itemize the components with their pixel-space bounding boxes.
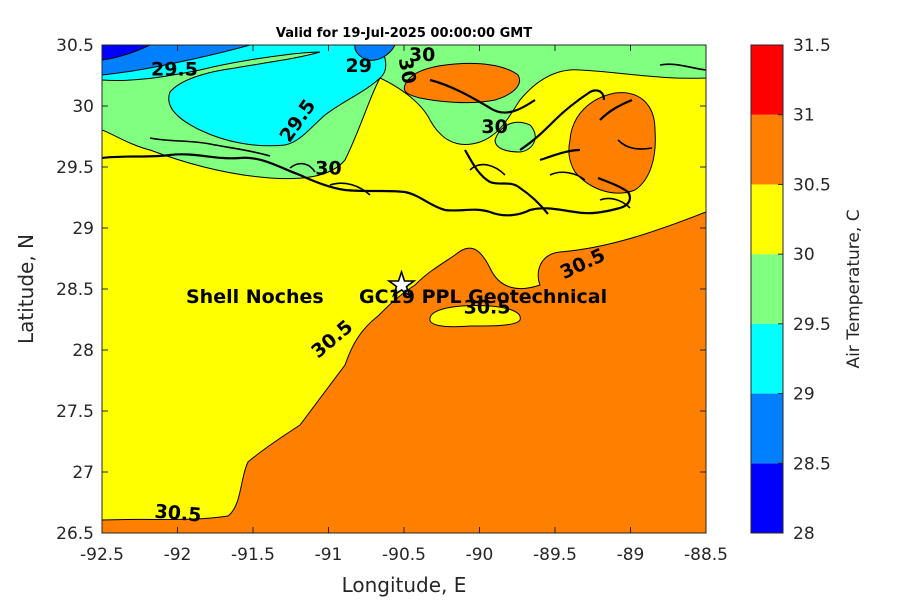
band-29_5-lobe xyxy=(494,121,536,153)
colorbar-band xyxy=(751,114,783,185)
colorbar-ticks: 31.5 31 30.5 30 29.5 29 28.5 28 xyxy=(778,36,831,544)
x-tick-label: -92 xyxy=(164,545,192,565)
contour-label: 30 xyxy=(315,157,341,179)
y-tick-label: 30.5 xyxy=(56,36,94,56)
colorbar xyxy=(751,45,783,533)
band-28_5-patch xyxy=(354,45,396,61)
colorbar-band xyxy=(751,393,783,464)
y-tick-label: 27.5 xyxy=(56,402,94,422)
coastline-delta xyxy=(429,78,633,215)
x-tick-label: -90 xyxy=(466,545,494,565)
y-tick-label: 29.5 xyxy=(56,158,94,178)
site-label-left: Shell Noches xyxy=(186,286,324,308)
colorbar-tick-label: 30.5 xyxy=(793,175,831,195)
colorbar-tick-label: 31.5 xyxy=(793,36,831,56)
x-tick-label: -90.5 xyxy=(382,545,426,565)
colorbar-tick-label: 31 xyxy=(793,106,815,126)
x-axis: -92.5 -92 -91.5 -91 -90.5 -90 -89.5 -89 -88.5 xyxy=(80,45,728,565)
band-30-island xyxy=(429,305,521,328)
x-tick-label: -89 xyxy=(617,545,645,565)
y-tick-label: 30 xyxy=(72,97,94,117)
colorbar-tick-label: 30 xyxy=(793,245,815,265)
contour-label: 30.5 xyxy=(464,296,511,318)
colorbar-tick-label: 29.5 xyxy=(793,315,831,335)
y-axis: 30.5 30 29.5 29 28.5 28 27.5 27 26.5 xyxy=(56,36,706,544)
contour-label: 30.5 xyxy=(154,501,203,527)
colorbar-tick-label: 28 xyxy=(793,524,815,544)
y-tick-label: 29 xyxy=(72,219,94,239)
site-label-right: GC19 PPL Geotechnical xyxy=(359,286,607,308)
colorbar-tick-label: 28.5 xyxy=(793,454,831,474)
coastline xyxy=(102,153,631,217)
contour-label: 30 xyxy=(394,56,420,86)
coastline-bays xyxy=(149,63,706,209)
band-30_5-region-south xyxy=(102,211,706,533)
x-axis-label: Longitude, E xyxy=(342,573,467,597)
contour-label: 29.5 xyxy=(151,59,198,81)
colorbar-tick-label: 29 xyxy=(793,385,815,405)
y-tick-label: 27 xyxy=(72,463,94,483)
band-30_5-blob-east xyxy=(568,92,656,194)
x-tick-label: -88.5 xyxy=(684,545,728,565)
colorbar-band xyxy=(751,463,783,533)
colorbar-band xyxy=(751,45,783,115)
x-tick-label: -89.5 xyxy=(533,545,577,565)
site-star-icon xyxy=(386,269,417,298)
contour-label: 29 xyxy=(345,55,371,77)
y-tick-label: 28.5 xyxy=(56,280,94,300)
y-tick-label: 28 xyxy=(72,341,94,361)
band-30_5-blob-north xyxy=(403,62,520,104)
colorbar-band xyxy=(751,184,783,255)
y-axis-label: Latitude, N xyxy=(14,234,38,344)
x-tick-label: -91.5 xyxy=(231,545,275,565)
contour-label: 30 xyxy=(481,116,507,138)
colorbar-frame xyxy=(750,44,784,534)
band-29-region xyxy=(102,45,387,147)
chart-title: Valid for 19-Jul-2025 00:00:00 GMT xyxy=(276,26,532,41)
colorbar-label: Air Temperature, C xyxy=(844,209,864,368)
x-tick-label: -91 xyxy=(315,545,343,565)
band-28_5-region xyxy=(102,45,251,76)
colorbar-band xyxy=(751,254,783,324)
colorbar-band xyxy=(751,323,783,394)
y-tick-label: 26.5 xyxy=(56,524,94,544)
contour-label: 30 xyxy=(409,44,435,66)
x-tick-label: -92.5 xyxy=(80,545,124,565)
